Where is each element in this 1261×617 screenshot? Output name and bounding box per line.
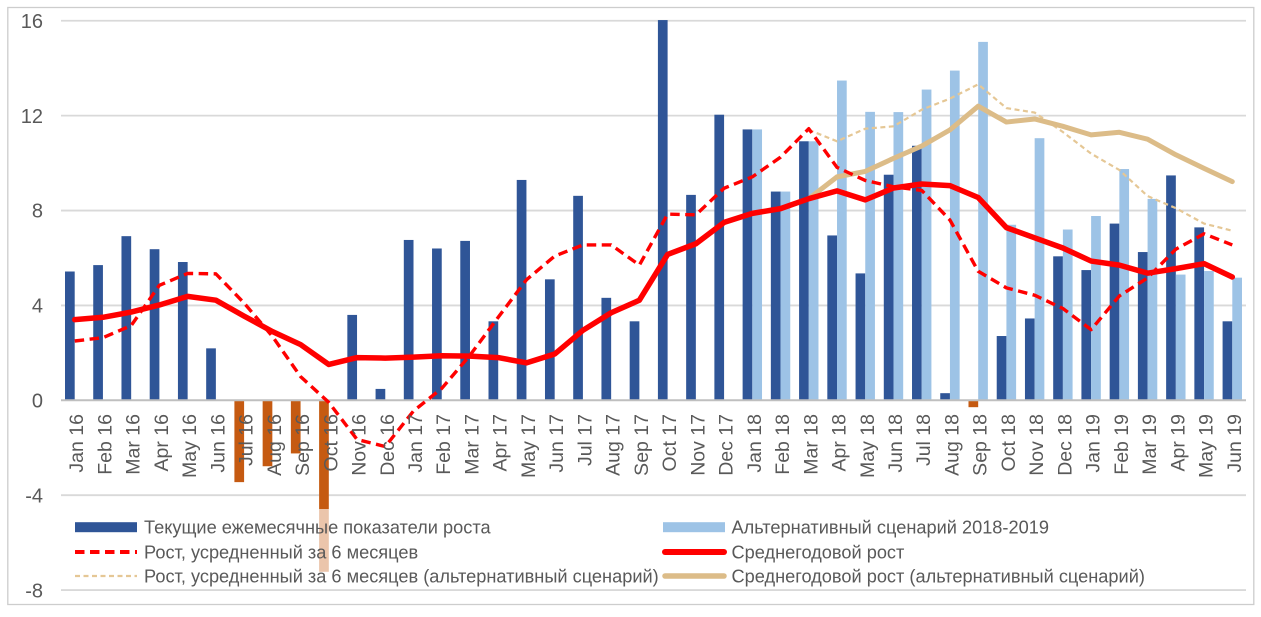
svg-text:Nov 18: Nov 18 [1026,414,1048,476]
svg-text:Dec 16: Dec 16 [377,414,399,476]
svg-text:Sep 16: Sep 16 [292,414,314,476]
svg-text:May 18: May 18 [857,414,879,478]
svg-text:Jun 18: Jun 18 [885,414,907,473]
svg-text:Feb 18: Feb 18 [772,414,794,475]
svg-text:May 17: May 17 [518,414,540,478]
svg-text:Oct 16: Oct 16 [320,414,342,471]
svg-text:Mar 18: Mar 18 [800,414,822,475]
svg-text:Jul 17: Jul 17 [574,414,596,466]
svg-text:Apr 17: Apr 17 [490,414,512,471]
svg-text:Aug 18: Aug 18 [941,414,963,476]
svg-text:Рост, усредненный за 6 месяцев: Рост, усредненный за 6 месяцев (альтерна… [144,567,659,587]
svg-text:Jan 17: Jan 17 [405,414,427,473]
svg-text:12: 12 [21,106,43,128]
svg-text:Aug 16: Aug 16 [264,414,286,476]
svg-text:Dec 17: Dec 17 [716,414,738,476]
svg-text:-8: -8 [25,580,43,602]
svg-text:16: 16 [21,11,43,33]
svg-text:8: 8 [32,201,43,223]
svg-text:Feb 16: Feb 16 [94,414,116,475]
svg-text:Среднегодовой рост: Среднегодовой рост [732,543,906,563]
svg-text:Apr 18: Apr 18 [829,414,851,471]
svg-text:0: 0 [32,391,43,413]
svg-text:Sep 18: Sep 18 [970,414,992,476]
svg-text:Среднегодовой рост (альтернати: Среднегодовой рост (альтернативный сцена… [732,567,1145,587]
svg-text:Aug 17: Aug 17 [603,414,625,476]
svg-text:Рост, усредненный за 6 месяцев: Рост, усредненный за 6 месяцев [144,543,418,563]
svg-text:Jul 16: Jul 16 [236,414,258,466]
svg-text:Jan 19: Jan 19 [1083,414,1105,473]
svg-text:Mar 19: Mar 19 [1139,414,1161,475]
svg-text:Dec 18: Dec 18 [1054,414,1076,476]
svg-text:May 16: May 16 [179,414,201,478]
svg-text:Jan 18: Jan 18 [744,414,766,473]
svg-text:Mar 17: Mar 17 [461,414,483,475]
svg-text:Jul 18: Jul 18 [913,414,935,466]
svg-text:May 19: May 19 [1196,414,1218,478]
svg-text:Jun 17: Jun 17 [546,414,568,473]
svg-text:Apr 16: Apr 16 [151,414,173,471]
svg-text:Nov 16: Nov 16 [349,414,371,476]
svg-text:Mar 16: Mar 16 [123,414,145,475]
svg-text:Jan 16: Jan 16 [66,414,88,473]
svg-text:Sep 17: Sep 17 [631,414,653,476]
svg-text:Oct 17: Oct 17 [659,414,681,471]
svg-text:Jun 16: Jun 16 [207,414,229,473]
svg-text:Feb 19: Feb 19 [1111,414,1133,475]
svg-text:Apr 19: Apr 19 [1167,414,1189,471]
svg-text:Альтернативный сценарий 2018-2: Альтернативный сценарий 2018-2019 [732,518,1049,538]
svg-text:-4: -4 [25,485,43,507]
svg-text:Текущие ежемесячные показатели: Текущие ежемесячные показатели роста [144,518,491,538]
svg-text:Feb 17: Feb 17 [433,414,455,475]
svg-text:4: 4 [32,296,43,318]
svg-text:Oct 18: Oct 18 [998,414,1020,471]
svg-text:Nov 17: Nov 17 [687,414,709,476]
svg-text:Jun 19: Jun 19 [1224,414,1246,473]
